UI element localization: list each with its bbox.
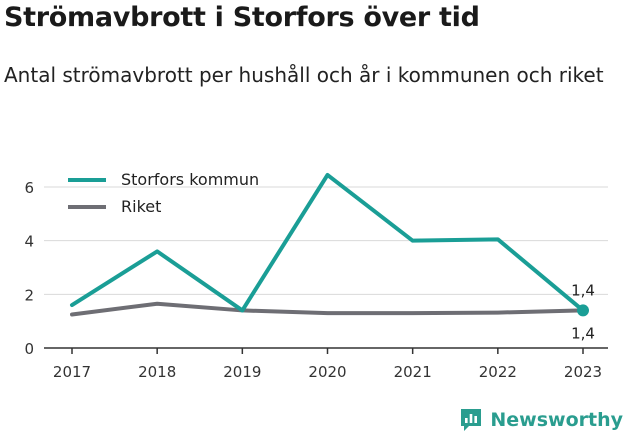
newsworthy-logo-icon — [461, 409, 482, 431]
data-label: 1,4 — [571, 324, 595, 342]
x-tick-label: 2021 — [394, 363, 432, 381]
series-lines — [70, 172, 585, 317]
annotations: 1,4 1,4 — [571, 281, 595, 342]
y-tick-label: 4 — [24, 233, 34, 251]
x-tick-label: 2017 — [53, 363, 91, 381]
series-line-riket — [70, 301, 585, 317]
legend-label: Riket — [121, 197, 161, 216]
brand-logo: Newsworthy — [459, 407, 623, 433]
legend-label: Storfors kommun — [121, 170, 259, 189]
chart-subtitle: Antal strömavbrott per hushåll och år i … — [4, 63, 604, 87]
y-tick-label: 2 — [24, 286, 34, 304]
chart-title: Strömavbrott i Storfors över tid — [4, 2, 480, 33]
end-point-marker — [577, 304, 589, 317]
brand-name: Newsworthy — [490, 409, 623, 431]
y-tick-label: 6 — [24, 179, 34, 197]
data-label: 1,4 — [571, 281, 595, 299]
y-axis-ticks: 0 2 4 6 — [24, 179, 34, 358]
x-tick-label: 2023 — [564, 363, 602, 381]
x-tick-label: 2022 — [479, 363, 517, 381]
series-line-storfors-kommun — [70, 172, 585, 313]
legend: Storfors kommun Riket — [68, 170, 259, 216]
x-tick-label: 2020 — [308, 363, 346, 381]
x-tick-label: 2019 — [223, 363, 261, 381]
gridlines — [44, 186, 608, 295]
y-tick-label: 0 — [24, 340, 34, 358]
x-axis: 2017 2018 2019 2020 2021 2022 2023 — [44, 347, 608, 381]
x-tick-label: 2018 — [138, 363, 176, 381]
